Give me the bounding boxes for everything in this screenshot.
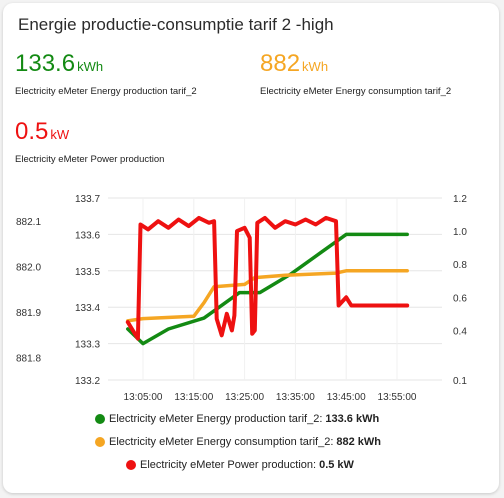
x-tick-label: 13:35:00 (276, 392, 315, 403)
legend-label-production: Electricity eMeter Energy production tar… (109, 413, 323, 425)
y-tick-label-production: 133.2 (75, 376, 100, 387)
legend-dot-production (95, 414, 105, 424)
stat-consumption-label: Electricity eMeter Energy consumption ta… (260, 86, 452, 97)
stat-power-value: 0.5 (15, 118, 49, 145)
x-tick-label: 13:45:00 (327, 392, 366, 403)
legend-dot-power (126, 460, 136, 470)
legend-item-production[interactable]: Electricity eMeter Energy production tar… (95, 413, 379, 425)
stat-production-value: 133.6 (15, 50, 76, 77)
x-tick-label: 13:55:00 (378, 392, 417, 403)
legend-value-power: 0.5 kW (319, 459, 354, 471)
y-tick-label-power: 0.8 (453, 260, 467, 271)
y-tick-label-production: 133.3 (75, 340, 100, 351)
card-title: Energie productie-consumptie tarif 2 -hi… (18, 15, 334, 34)
legend-item-consumption[interactable]: Electricity eMeter Energy consumption ta… (95, 436, 381, 448)
legend-item-power[interactable]: Electricity eMeter Power production: 0.5… (126, 459, 354, 471)
legend-dot-consumption (95, 437, 105, 447)
y-tick-label-power: 1.2 (453, 194, 467, 205)
y-tick-label-power: 0.1 (453, 376, 467, 387)
y-tick-label-power: 0.4 (453, 326, 467, 337)
y-tick-label-production: 133.5 (75, 267, 100, 278)
legend-label-power: Electricity eMeter Power production: (140, 459, 317, 471)
production-line (126, 232, 409, 346)
y-tick-label-consumption: 882.0 (16, 262, 41, 273)
stat-consumption-value: 882 (260, 50, 301, 77)
y-tick-label-consumption: 881.8 (16, 353, 41, 364)
y-tick-label-production: 133.7 (75, 194, 100, 205)
stat-production[interactable]: 133.6 kWh Electricity eMeter Energy produ… (15, 50, 197, 97)
stat-consumption[interactable]: 882 kWh Electricity eMeter Energy consump… (260, 50, 451, 97)
y-tick-label-production: 133.6 (75, 230, 100, 241)
x-tick-label: 13:25:00 (225, 392, 264, 403)
stat-production-label: Electricity eMeter Energy production tar… (15, 86, 197, 97)
stat-power-label: Electricity eMeter Power production (15, 154, 165, 165)
stat-consumption-unit: kWh (302, 59, 329, 74)
consumption-line (126, 269, 409, 323)
legend-value-production: 133.6 kWh (325, 413, 380, 425)
x-tick-label: 13:05:00 (124, 392, 163, 403)
stat-production-unit: kWh (77, 59, 104, 74)
legend-label-consumption: Electricity eMeter Energy consumption ta… (109, 436, 334, 448)
power-line (125, 215, 410, 341)
stat-power-unit: kW (50, 127, 70, 142)
stat-power[interactable]: 0.5 kW Electricity eMeter Power productio… (15, 118, 164, 165)
y-tick-label-consumption: 881.9 (16, 308, 41, 319)
y-tick-label-production: 133.4 (75, 303, 100, 314)
x-tick-label: 13:15:00 (174, 392, 213, 403)
legend-value-consumption: 882 kWh (336, 436, 382, 448)
y-tick-label-consumption: 882.1 (16, 217, 41, 228)
y-tick-label-power: 0.6 (453, 293, 467, 304)
history-chart[interactable]: 882.1 882.0 881.9 881.8 133.7 133.6 133.5 133.4… (0, 0, 504, 412)
y-tick-label-power: 1.0 (453, 227, 467, 238)
